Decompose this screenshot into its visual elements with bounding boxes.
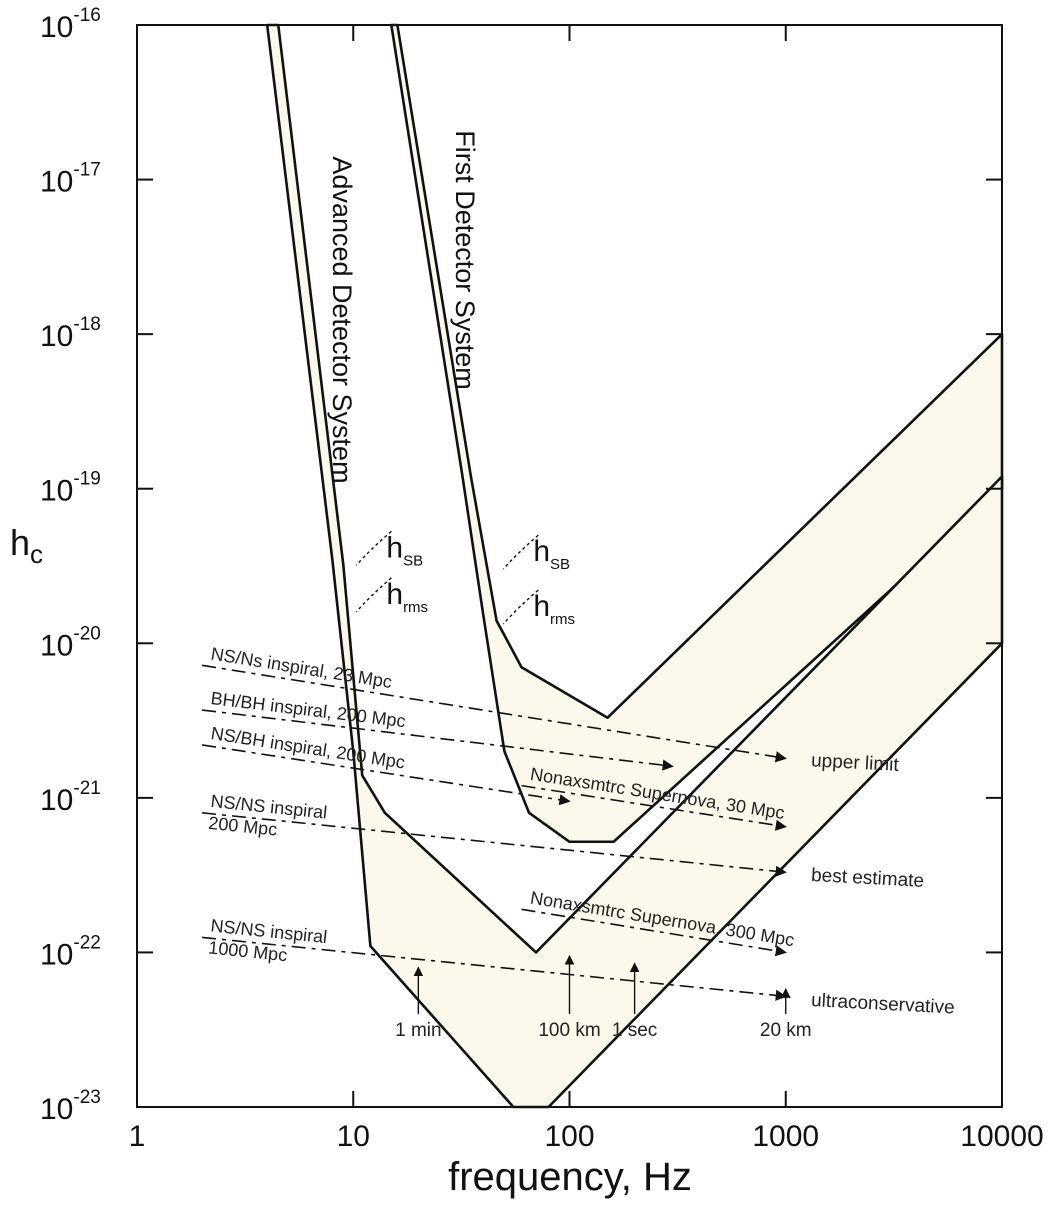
y-tick-label: 10-19 [40, 469, 101, 508]
first-detector-band [390, 23, 1004, 844]
signal-line [202, 709, 674, 771]
band-annotation-rms: hrms [386, 578, 428, 616]
y-axis-symbol: h [10, 522, 30, 563]
y-tick-label: 10-16 [40, 5, 101, 44]
y-axis-title: hc [10, 522, 43, 569]
time-markers [413, 954, 791, 1014]
signal-line [521, 784, 787, 831]
time-marker-label: 1 sec [612, 1020, 657, 1041]
x-tick-label: 10 [337, 1120, 370, 1153]
y-tick-label: 10-23 [40, 1087, 101, 1126]
signal-label: NS/BH inspiral, 200 Mpc [209, 723, 406, 772]
signal-line [521, 908, 787, 957]
level-label: upper limit [811, 750, 900, 776]
signal-label: NS/NS inspiral200 Mpc [207, 791, 328, 845]
y-tick-label: 10-17 [40, 160, 101, 199]
signal-line [202, 812, 787, 877]
y-tick-label: 10-21 [40, 778, 101, 817]
axis-ticks: 1 10 100 1000 10000 10-16 10-17 10-18 10-19 10-20… [40, 5, 1044, 1153]
time-marker-label: 1 min [395, 1020, 441, 1041]
advanced-detector-label: Advanced Detector System [327, 156, 357, 483]
signal-line [201, 744, 571, 806]
signal-line [202, 936, 787, 1001]
band-annotation-sb: hSB [533, 535, 570, 573]
y-tick-label: 10-22 [40, 932, 101, 971]
signal-lines [201, 664, 787, 1001]
x-axis-title: frequency, Hz [448, 1155, 692, 1199]
x-tick-label: 100 [544, 1120, 594, 1153]
x-tick-label: 10000 [960, 1120, 1043, 1153]
y-tick-label: 10-20 [40, 623, 101, 662]
x-tick-label: 1 [129, 1120, 146, 1153]
y-tick-label: 10-18 [40, 314, 101, 353]
signal-label: NS/NS inspiral1000 Mpc [207, 916, 328, 970]
band-annotation-rms: hrms [533, 590, 575, 628]
level-label: ultraconservative [811, 990, 956, 1018]
level-label: best estimate [811, 865, 925, 892]
band-annotation-sb: hSB [386, 531, 423, 569]
y-axis-subscript: c [30, 539, 43, 569]
detector-bands [265, 23, 1004, 1109]
time-marker-label: 20 km [760, 1020, 812, 1041]
first-detector-label: First Detector System [450, 130, 480, 390]
time-marker-label: 100 km [538, 1020, 600, 1041]
x-tick-label: 1000 [752, 1120, 819, 1153]
signal-label: BH/BH inspiral, 200 Mpc [210, 688, 407, 731]
signal-label: NS/Ns inspiral, 23 Mpc [209, 644, 393, 693]
signal-line [201, 664, 787, 763]
